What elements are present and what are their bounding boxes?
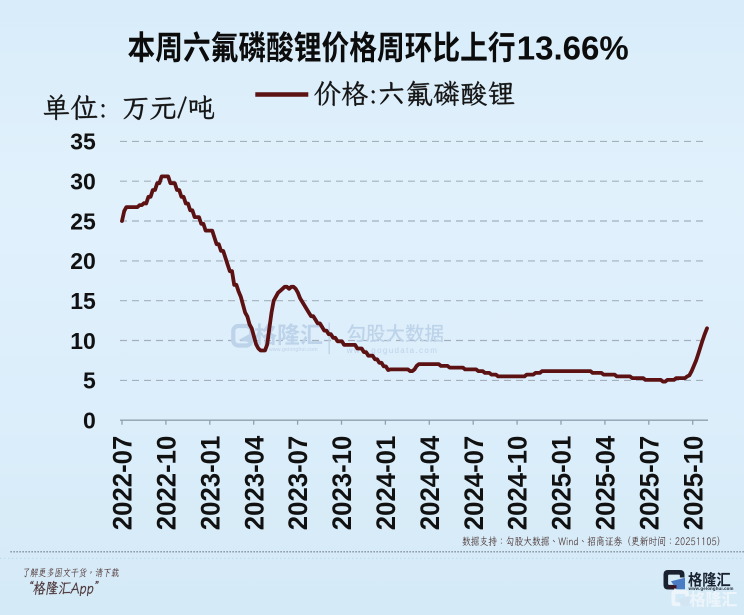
svg-text:2022-10: 2022-10 bbox=[152, 436, 182, 531]
svg-text:2024-04: 2024-04 bbox=[415, 435, 445, 530]
svg-text:2024-01: 2024-01 bbox=[371, 436, 401, 531]
svg-text:35: 35 bbox=[70, 129, 96, 155]
svg-text:www.gogudata.com: www.gogudata.com bbox=[346, 346, 438, 355]
svg-text:2023-07: 2023-07 bbox=[283, 436, 313, 531]
svg-text:www.gelonghui.com: www.gelonghui.com bbox=[688, 586, 734, 591]
svg-text:2025-04: 2025-04 bbox=[591, 435, 621, 530]
svg-text:15: 15 bbox=[70, 288, 96, 314]
svg-text:2023-04: 2023-04 bbox=[239, 435, 269, 530]
svg-text:5: 5 bbox=[83, 368, 96, 394]
svg-text:30: 30 bbox=[70, 169, 96, 195]
svg-text:25: 25 bbox=[70, 208, 96, 234]
svg-text:2025-01: 2025-01 bbox=[547, 436, 577, 531]
svg-text:2025-10: 2025-10 bbox=[678, 436, 708, 531]
svg-text:2022-07: 2022-07 bbox=[108, 436, 138, 531]
svg-text:2023-10: 2023-10 bbox=[327, 436, 357, 531]
svg-text:2024-07: 2024-07 bbox=[459, 436, 489, 531]
svg-text:2025-07: 2025-07 bbox=[634, 436, 664, 531]
svg-text:13.66%: 13.66% bbox=[517, 29, 629, 66]
svg-text:10: 10 bbox=[70, 328, 96, 354]
svg-text:www.gelonghui.com: www.gelonghui.com bbox=[269, 347, 318, 353]
svg-text:2023-01: 2023-01 bbox=[195, 436, 225, 531]
svg-text:20: 20 bbox=[70, 248, 96, 274]
svg-text:2024-10: 2024-10 bbox=[503, 436, 533, 531]
svg-text:0: 0 bbox=[83, 408, 96, 434]
